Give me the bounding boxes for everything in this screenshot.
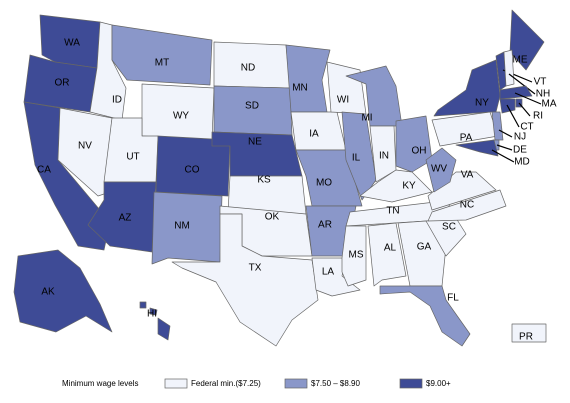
state-label: NH bbox=[536, 89, 550, 100]
state-label: IA bbox=[309, 129, 319, 140]
state-label: WA bbox=[64, 38, 80, 49]
state-label: MT bbox=[155, 58, 169, 69]
state-label: LA bbox=[322, 267, 335, 278]
state-label: IL bbox=[352, 153, 361, 164]
leader-line bbox=[514, 92, 542, 105]
legend-swatch bbox=[164, 378, 188, 389]
state-label: OR bbox=[55, 78, 70, 89]
state[interactable] bbox=[139, 301, 171, 341]
state[interactable] bbox=[509, 9, 545, 71]
state-label: TN bbox=[386, 206, 399, 217]
state[interactable] bbox=[155, 135, 231, 197]
state[interactable] bbox=[111, 24, 213, 86]
state[interactable] bbox=[433, 59, 501, 117]
state[interactable] bbox=[13, 249, 113, 333]
state-label: PA bbox=[460, 133, 473, 144]
state[interactable] bbox=[151, 191, 223, 265]
state[interactable] bbox=[427, 189, 507, 222]
state[interactable] bbox=[503, 49, 515, 87]
state-label: CO bbox=[185, 165, 200, 176]
state-label: KY bbox=[402, 181, 416, 192]
state-label: NJ bbox=[514, 132, 526, 143]
state[interactable] bbox=[491, 111, 504, 141]
state-label: ME bbox=[513, 55, 528, 66]
state[interactable] bbox=[379, 285, 471, 347]
state-label: CT bbox=[520, 122, 533, 133]
state-label: PR bbox=[519, 332, 533, 343]
state-label: AL bbox=[384, 243, 397, 254]
state[interactable] bbox=[455, 139, 499, 157]
leader-line bbox=[491, 149, 515, 163]
legend-label: $7.50 – $8.90 bbox=[311, 379, 360, 388]
state-label: MN bbox=[292, 83, 308, 94]
state[interactable] bbox=[87, 181, 157, 253]
state-label: WV bbox=[431, 164, 447, 175]
state[interactable] bbox=[499, 85, 533, 100]
legend-swatch bbox=[399, 378, 423, 389]
state[interactable] bbox=[57, 107, 113, 197]
state-label: OK bbox=[265, 212, 280, 223]
state[interactable] bbox=[395, 115, 433, 173]
state-label: NV bbox=[78, 141, 92, 152]
state-label: MS bbox=[349, 250, 364, 261]
state-label: AK bbox=[41, 287, 55, 298]
state-label: FL bbox=[447, 293, 459, 304]
leader-line bbox=[518, 102, 531, 117]
state-label: WI bbox=[337, 95, 349, 106]
leader-line bbox=[498, 129, 513, 138]
state-label: NY bbox=[475, 98, 489, 109]
state[interactable] bbox=[359, 169, 433, 203]
state-label: KS bbox=[257, 175, 271, 186]
state-label: HI bbox=[147, 309, 157, 320]
state-label: MA bbox=[542, 99, 557, 110]
state[interactable] bbox=[367, 222, 407, 287]
state-label: SD bbox=[245, 101, 259, 112]
state-label: UT bbox=[126, 152, 139, 163]
state-label: AR bbox=[318, 220, 332, 231]
state[interactable] bbox=[171, 213, 319, 347]
state-label: IN bbox=[379, 151, 389, 162]
legend-swatch bbox=[284, 378, 308, 389]
state[interactable] bbox=[326, 61, 367, 115]
state-label: MO bbox=[316, 178, 332, 189]
state[interactable] bbox=[285, 44, 331, 113]
state-label: NM bbox=[174, 221, 190, 232]
leader-line bbox=[506, 104, 520, 128]
legend-label: $9.00+ bbox=[426, 379, 451, 388]
state-label: VA bbox=[461, 170, 474, 181]
state-label: CA bbox=[37, 165, 51, 176]
state-label: VT bbox=[534, 77, 547, 88]
state-label: GA bbox=[417, 242, 432, 253]
state-label: AZ bbox=[119, 213, 132, 224]
state-label: MI bbox=[361, 113, 372, 124]
state-label: WY bbox=[173, 111, 189, 122]
state-label: DE bbox=[513, 145, 527, 156]
state-label: RI bbox=[533, 111, 543, 122]
state[interactable] bbox=[425, 147, 457, 193]
legend-title: Minimum wage levels bbox=[62, 379, 138, 388]
state-label: NE bbox=[248, 137, 262, 148]
state-label: NC bbox=[460, 200, 474, 211]
state-label: MD bbox=[514, 157, 530, 168]
state[interactable] bbox=[341, 225, 367, 287]
state[interactable] bbox=[397, 220, 447, 287]
state-label: TX bbox=[249, 263, 262, 274]
state[interactable] bbox=[511, 323, 547, 343]
leader-line bbox=[508, 73, 536, 95]
legend-label: Federal min.($7.25) bbox=[191, 379, 261, 388]
state-label: ID bbox=[112, 95, 122, 106]
state-label: SC bbox=[442, 222, 456, 233]
leader-line bbox=[496, 144, 513, 151]
state-label: OH bbox=[412, 146, 427, 157]
state-label: ND bbox=[241, 63, 255, 74]
